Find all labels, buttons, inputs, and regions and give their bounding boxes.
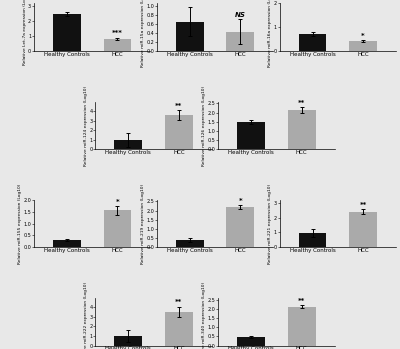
Bar: [104, 39, 131, 51]
Y-axis label: Relative miR-221 expression (Log10): Relative miR-221 expression (Log10): [268, 184, 272, 263]
Text: NS: NS: [235, 12, 246, 18]
Bar: [288, 307, 316, 346]
Bar: [53, 240, 81, 247]
Bar: [237, 122, 265, 149]
Y-axis label: Relative miR-16a expression (Log10): Relative miR-16a expression (Log10): [268, 0, 272, 67]
Y-axis label: Relative Let-7a expression (Log10): Relative Let-7a expression (Log10): [23, 0, 27, 65]
Bar: [165, 115, 193, 149]
Text: ***: ***: [112, 30, 123, 36]
Bar: [349, 41, 377, 51]
Bar: [165, 312, 193, 346]
Bar: [226, 32, 254, 51]
Y-axis label: Relative miR-340 expression (Log10): Relative miR-340 expression (Log10): [202, 282, 206, 349]
Bar: [288, 110, 316, 149]
Bar: [349, 211, 377, 247]
Y-axis label: Relative miR-126 expression (Log10): Relative miR-126 expression (Log10): [202, 86, 206, 165]
Bar: [299, 233, 326, 247]
Y-axis label: Relative miR-124 expression (Log10): Relative miR-124 expression (Log10): [84, 86, 88, 165]
Y-axis label: Relative miR-222 expression (Log10): Relative miR-222 expression (Log10): [84, 282, 88, 349]
Bar: [299, 34, 326, 51]
Text: *: *: [116, 199, 119, 205]
Bar: [237, 337, 265, 346]
Text: **: **: [360, 202, 367, 208]
Bar: [104, 210, 131, 247]
Text: **: **: [298, 99, 305, 106]
Bar: [176, 240, 204, 247]
Bar: [53, 14, 81, 51]
Bar: [114, 336, 142, 346]
Text: *: *: [361, 33, 365, 39]
Bar: [114, 140, 142, 149]
Text: **: **: [175, 103, 182, 109]
Bar: [226, 207, 254, 247]
Y-axis label: Relative miR-219 expression (Log10): Relative miR-219 expression (Log10): [141, 184, 145, 263]
Text: **: **: [175, 299, 182, 305]
Bar: [176, 22, 204, 51]
Y-axis label: Relative miR-15a expression (Log10): Relative miR-15a expression (Log10): [141, 0, 145, 67]
Text: **: **: [298, 298, 305, 304]
Y-axis label: Relative miR-155 expression (Log10): Relative miR-155 expression (Log10): [18, 183, 22, 264]
Text: *: *: [238, 198, 242, 204]
